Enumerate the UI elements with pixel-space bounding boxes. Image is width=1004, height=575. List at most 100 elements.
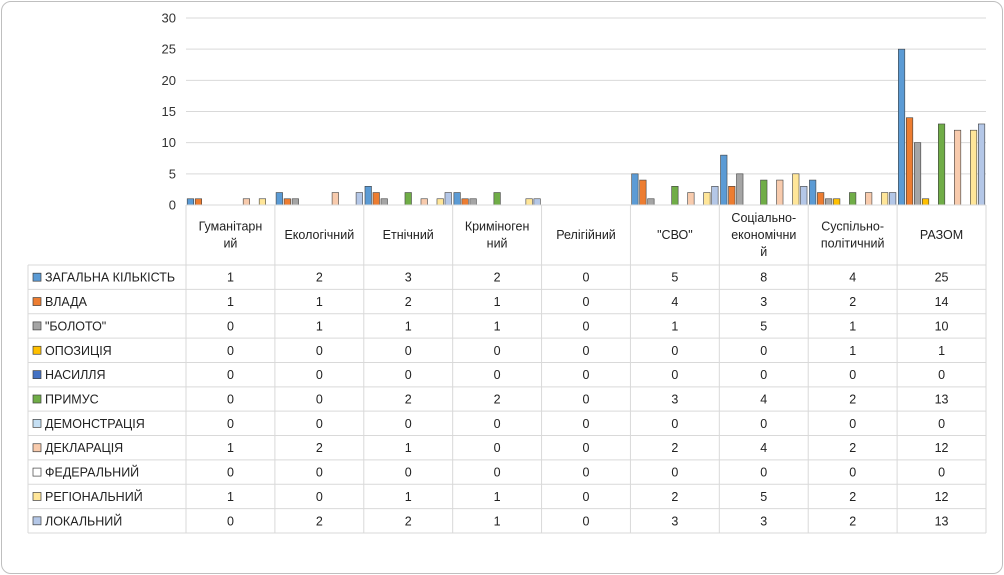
bar [372,192,380,206]
data-label: 13 [935,514,949,528]
data-label: 0 [938,417,945,431]
bar [331,192,339,206]
data-label: 2 [405,393,412,407]
legend-swatch [32,394,42,404]
data-label: 1 [494,319,501,333]
data-label: 0 [227,319,234,333]
bar [647,198,655,206]
bar [906,117,914,206]
data-label: 13 [935,393,949,407]
bar [639,179,647,206]
data-label: 2 [405,295,412,309]
legend-entry: ФЕДЕРАЛЬНИЙ [45,465,139,480]
data-label: 0 [494,368,501,382]
data-label: 1 [405,441,412,455]
category-label: Екологічний [284,228,354,242]
bar [938,123,946,206]
data-label: 1 [227,441,234,455]
y-tick-label: 5 [169,166,176,181]
bar [258,198,266,206]
bar [404,192,412,206]
data-label: 0 [227,344,234,358]
data-label: 0 [760,466,767,480]
bar [865,192,873,206]
data-label: 1 [494,490,501,504]
legend-entry: ЗАГАЛЬНА КІЛЬКІСТЬ [45,271,175,285]
category-label: ний [487,237,508,251]
legend-entry: "БОЛОТО" [45,319,106,333]
data-label: 2 [849,295,856,309]
data-label: 1 [316,319,323,333]
y-tick-label: 15 [162,104,176,119]
data-label: 1 [494,295,501,309]
data-label: 0 [405,368,412,382]
data-label: 0 [849,417,856,431]
legend-entry: ДЕКЛАРАЦІЯ [45,441,123,455]
data-label: 1 [405,490,412,504]
data-label: 4 [760,441,767,455]
data-label: 2 [849,393,856,407]
bar [283,198,291,206]
data-label: 2 [671,490,678,504]
bar [833,198,841,206]
data-label: 2 [405,514,412,528]
bar [242,198,250,206]
data-label: 5 [671,271,678,285]
bar [291,198,299,206]
bar [760,179,768,206]
data-label: 3 [760,295,767,309]
legend-entry: ОПОЗИЦІЯ [45,344,112,358]
legend-swatch [32,272,42,282]
data-label: 0 [405,417,412,431]
data-label: 0 [316,466,323,480]
data-label: 25 [935,271,949,285]
bar [525,198,533,206]
bar [817,192,825,206]
data-label: 0 [671,417,678,431]
legend-swatch [32,516,42,526]
data-label: 0 [316,344,323,358]
data-label: 0 [583,490,590,504]
data-label: 1 [849,344,856,358]
bar [736,173,744,206]
legend-swatch [32,492,42,501]
data-label: 0 [760,368,767,382]
y-tick-label: 10 [162,135,176,150]
data-label: 14 [935,295,949,309]
data-label: 0 [316,393,323,407]
legend-swatch [32,297,42,306]
data-label: 0 [671,368,678,382]
data-label: 0 [494,441,501,455]
bar [364,186,372,206]
bar [954,129,962,206]
data-label: 0 [760,344,767,358]
data-label: 0 [494,417,501,431]
category-label: РАЗОМ [920,228,963,242]
data-label: 1 [405,319,412,333]
bar [809,179,817,206]
bar [922,198,930,206]
bar [849,192,857,206]
data-label: 0 [227,466,234,480]
data-label: 0 [671,344,678,358]
bar [687,192,695,206]
data-label: 0 [405,466,412,480]
data-label: 2 [849,441,856,455]
data-label: 0 [583,319,590,333]
data-label: 2 [316,514,323,528]
bar [355,192,363,206]
bar [776,179,784,206]
data-label: 3 [405,271,412,285]
data-label: 2 [494,271,501,285]
bar [914,142,922,206]
data-label: 12 [935,490,949,504]
data-label: 0 [583,295,590,309]
legend-entry: ДЕМОНСТРАЦІЯ [45,417,145,431]
bar [792,173,800,206]
bar [461,198,469,206]
data-label: 3 [671,393,678,407]
category-label: Гуманітарн [199,220,263,234]
data-label: 0 [583,417,590,431]
bar [720,154,728,206]
data-label: 0 [494,344,501,358]
